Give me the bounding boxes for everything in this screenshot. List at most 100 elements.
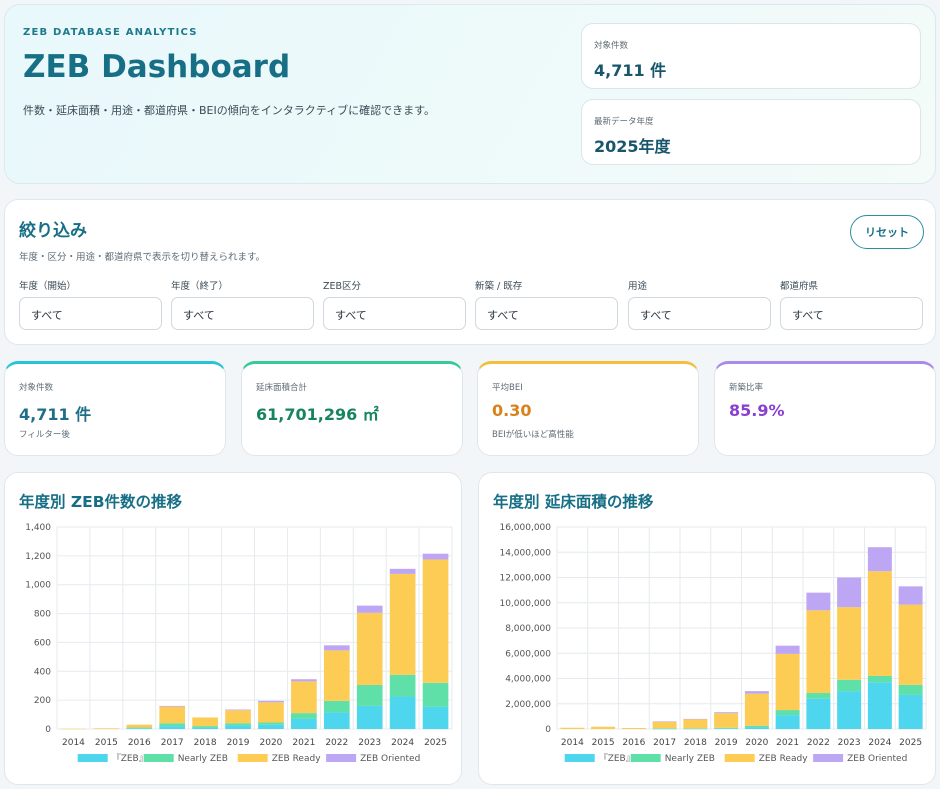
prefecture-select[interactable]: すべて xyxy=(780,297,923,330)
bar-segment xyxy=(898,586,923,605)
bar-segment xyxy=(867,675,892,683)
y-tick-label: 600 xyxy=(34,638,51,648)
bar-segment xyxy=(652,721,677,729)
bar-segment xyxy=(93,728,120,729)
bar-segment xyxy=(126,724,153,728)
y-tick-label: 2,000,000 xyxy=(505,700,551,710)
kpi-label: 新築比率 xyxy=(729,383,764,393)
bar-segment xyxy=(389,674,416,697)
bar-segment xyxy=(837,577,862,608)
chart-card-count: 年度別 ZEB件数の推移 0 200 400 600 800 1,000 1,200 1,40… xyxy=(4,472,462,785)
y-tick-label: 1,000 xyxy=(25,581,51,591)
kpi-label: 対象件数 xyxy=(19,383,54,393)
x-tick-label: 2015 xyxy=(95,738,118,748)
bar-segment xyxy=(356,605,383,613)
bar-segment xyxy=(775,645,800,654)
stat-label: 対象件数 xyxy=(594,41,629,51)
filter-description: 年度・区分・用途・都道府県で表示を切り替えられます。 xyxy=(19,252,266,263)
zeb-count-chart: 0 200 400 600 800 1,000 1,200 1,400 2014 2015 2016… xyxy=(25,523,453,764)
kpi-floor-area: 延床面積合計 61,701,296 ㎡ xyxy=(241,361,463,456)
bar-segment xyxy=(258,724,284,729)
bar-segment xyxy=(126,728,153,729)
y-tick-label: 6,000,000 xyxy=(505,649,551,659)
hero-banner: ZEB DATABASE ANALYTICS ZEB Dashboard 件数・… xyxy=(4,4,936,184)
chart-card-floor-area: 年度別 延床面積の推移 0 2,000,000 4,000,000 6,000,000… xyxy=(478,472,936,785)
bar-segment xyxy=(389,568,416,574)
bar-segment xyxy=(806,592,831,611)
bar-segment xyxy=(867,547,892,572)
bar-segment xyxy=(258,722,284,725)
x-tick-label: 2022 xyxy=(325,738,348,748)
legend-label: 『ZEB』 xyxy=(599,753,635,764)
bar-segment xyxy=(225,709,251,711)
bar-segment xyxy=(714,727,739,729)
stat-label: 最新データ年度 xyxy=(594,117,654,127)
legend-swatch xyxy=(143,754,174,762)
legend-swatch xyxy=(813,754,844,762)
x-tick-label: 2019 xyxy=(227,738,250,748)
year-start-select[interactable]: すべて xyxy=(19,297,162,330)
y-tick-label: 800 xyxy=(34,610,51,620)
bar-segment xyxy=(775,653,800,711)
y-tick-label: 0 xyxy=(545,725,551,735)
bar-segment xyxy=(683,728,708,729)
kpi-note: フィルター後 xyxy=(19,430,70,440)
filter-panel: 絞り込み 年度・区分・用途・都道府県で表示を切り替えられます。 リセット 年度（… xyxy=(4,199,936,345)
bar-segment xyxy=(323,645,350,651)
chart-title: 年度別 ZEB件数の推移 xyxy=(19,493,183,511)
filter-prefecture: 都道府県 すべて xyxy=(780,278,923,330)
kpi-new-build-ratio: 新築比率 85.9% xyxy=(714,361,936,456)
x-tick-label: 2023 xyxy=(838,738,861,748)
bar-segment xyxy=(837,679,862,692)
y-tick-label: 4,000,000 xyxy=(505,675,551,685)
year-end-select[interactable]: すべて xyxy=(171,297,314,330)
bar-segment xyxy=(621,727,646,729)
bar-segment xyxy=(356,612,383,685)
kpi-average-bei: 平均BEI 0.30 BEIが低いほど高性能 xyxy=(477,361,699,456)
bar-segment xyxy=(683,728,708,730)
x-tick-label: 2015 xyxy=(592,738,615,748)
bar-segment xyxy=(225,725,251,729)
stat-value: 2025年度 xyxy=(594,137,671,156)
bar-segment xyxy=(837,691,862,729)
bar-segment xyxy=(356,684,383,706)
bar-segment xyxy=(714,713,739,728)
stat-latest-year: 最新データ年度 2025年度 xyxy=(581,99,921,165)
x-tick-label: 2016 xyxy=(622,738,645,748)
bar-segment xyxy=(258,700,284,703)
kpi-label: 延床面積合計 xyxy=(256,383,308,393)
x-tick-label: 2016 xyxy=(128,738,151,748)
bar-segment xyxy=(389,573,416,675)
filter-title: 絞り込み xyxy=(19,221,87,241)
floor-area-chart: 0 2,000,000 4,000,000 6,000,000 8,000,000 10,… xyxy=(499,523,927,764)
filter-label: ZEB区分 xyxy=(323,281,362,292)
x-tick-label: 2024 xyxy=(391,738,414,748)
bar-segment xyxy=(683,719,708,729)
new-existing-select[interactable]: すべて xyxy=(475,297,618,330)
bar-segment xyxy=(560,727,585,729)
bar-segment xyxy=(192,727,218,729)
x-tick-label: 2024 xyxy=(868,738,891,748)
bar-segment xyxy=(422,706,449,729)
bar-segment xyxy=(591,726,616,729)
bar-segment xyxy=(291,718,317,729)
legend-label: Nearly ZEB xyxy=(178,754,228,764)
x-tick-label: 2021 xyxy=(776,738,799,748)
bar-segment xyxy=(652,721,677,722)
bar-segment xyxy=(775,710,800,716)
y-tick-label: 200 xyxy=(34,696,51,706)
usage-select[interactable]: すべて xyxy=(628,297,771,330)
bar-segment xyxy=(806,693,831,699)
page-title: ZEB Dashboard xyxy=(23,49,291,85)
reset-button[interactable]: リセット xyxy=(850,215,924,249)
y-tick-label: 10,000,000 xyxy=(499,599,551,609)
zeb-category-select[interactable]: すべて xyxy=(323,297,466,330)
x-tick-label: 2014 xyxy=(62,738,85,748)
chart-title: 年度別 延床面積の推移 xyxy=(493,493,654,511)
filter-label: 新築 / 既存 xyxy=(475,281,523,292)
filter-year-end: 年度（終了） すべて xyxy=(171,278,314,330)
kpi-label: 平均BEI xyxy=(492,383,523,393)
bar-segment xyxy=(744,727,769,729)
bar-segment xyxy=(744,725,769,728)
hero-description: 件数・延床面積・用途・都道府県・BEIの傾向をインタラクティブに確認できます。 xyxy=(23,104,435,117)
